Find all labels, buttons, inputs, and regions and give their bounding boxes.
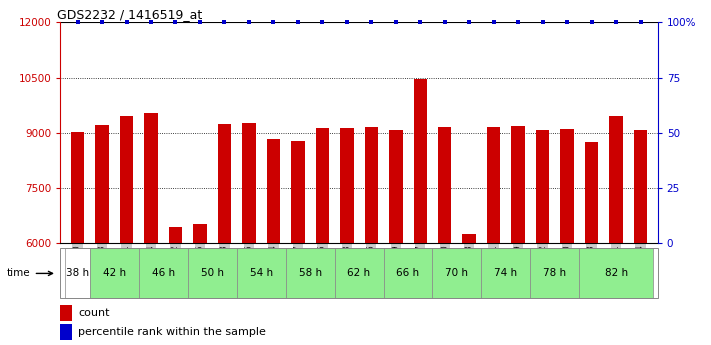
Text: percentile rank within the sample: percentile rank within the sample <box>78 327 266 337</box>
Text: time: time <box>7 268 53 278</box>
Bar <box>335 248 383 298</box>
Bar <box>389 130 402 243</box>
Text: count: count <box>78 308 109 318</box>
Text: 70 h: 70 h <box>446 268 469 278</box>
Bar <box>188 248 237 298</box>
Bar <box>585 142 599 243</box>
Bar <box>560 129 574 243</box>
Bar <box>60 306 73 321</box>
Text: 66 h: 66 h <box>397 268 419 278</box>
Bar <box>291 141 304 243</box>
Bar <box>383 248 432 298</box>
Text: 54 h: 54 h <box>250 268 273 278</box>
Text: 46 h: 46 h <box>151 268 175 278</box>
Bar <box>438 127 451 243</box>
Bar <box>95 126 109 243</box>
Bar <box>481 248 530 298</box>
Bar <box>609 116 623 243</box>
Bar <box>530 248 579 298</box>
Text: 62 h: 62 h <box>348 268 370 278</box>
Bar <box>414 79 427 243</box>
Bar <box>316 128 329 243</box>
Text: 74 h: 74 h <box>494 268 518 278</box>
Bar <box>237 248 286 298</box>
Bar <box>286 248 335 298</box>
Bar <box>536 130 550 243</box>
Bar <box>462 234 476 243</box>
Bar <box>242 123 256 243</box>
Bar <box>169 227 182 243</box>
Bar <box>65 248 90 298</box>
Text: 50 h: 50 h <box>201 268 224 278</box>
Text: 82 h: 82 h <box>604 268 628 278</box>
Bar <box>60 324 73 339</box>
Bar <box>193 224 207 243</box>
Bar <box>90 248 139 298</box>
Bar <box>139 248 188 298</box>
Bar <box>340 128 353 243</box>
Text: 38 h: 38 h <box>66 268 89 278</box>
Text: 58 h: 58 h <box>299 268 321 278</box>
Bar <box>144 113 158 243</box>
Bar <box>432 248 481 298</box>
Bar <box>267 139 280 243</box>
Text: 42 h: 42 h <box>102 268 126 278</box>
Text: 78 h: 78 h <box>543 268 567 278</box>
Bar <box>119 116 133 243</box>
Bar <box>487 127 501 243</box>
Bar <box>579 248 653 298</box>
Bar <box>365 127 378 243</box>
Text: GDS2232 / 1416519_at: GDS2232 / 1416519_at <box>58 8 203 21</box>
Bar <box>634 129 647 243</box>
Bar <box>511 126 525 243</box>
Bar <box>218 124 231 243</box>
Bar <box>71 132 85 243</box>
